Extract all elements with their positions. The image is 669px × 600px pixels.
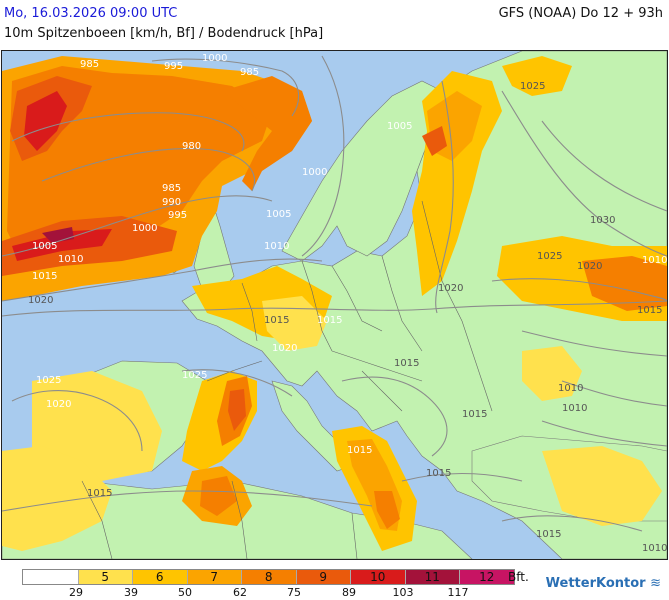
date-time-label: Mo, 16.03.2026 09:00 UTC (4, 6, 178, 21)
pressure-label: 1025 (537, 251, 562, 262)
legend-unit-label: Bft. (508, 570, 529, 584)
pressure-label: 1015 (394, 358, 419, 369)
pressure-label: 1005 (32, 241, 57, 252)
legend-cell (23, 570, 78, 584)
legend-kmh-tick: 39 (124, 586, 138, 599)
isobars (2, 55, 667, 532)
pressure-label: 1015 (264, 315, 289, 326)
wave-icon: ≋ (650, 576, 661, 591)
pressure-label: 1010 (558, 383, 583, 394)
brand-name: WetterKontor (545, 576, 646, 591)
pressure-label: 1005 (387, 121, 412, 132)
pressure-label: 1020 (272, 343, 297, 354)
pressure-label: 1020 (577, 261, 602, 272)
pressure-label: 1005 (266, 209, 291, 220)
legend-kmh-tick: 50 (178, 586, 192, 599)
pressure-label: 1015 (317, 315, 342, 326)
pressure-label: 1015 (32, 271, 57, 282)
pressure-label: 1020 (28, 295, 53, 306)
model-run-label: GFS (NOAA) Do 12 + 93h (498, 6, 663, 21)
pressure-label: 1000 (302, 167, 327, 178)
gust-field (2, 56, 667, 551)
legend-cell: 6 (132, 570, 187, 584)
legend-cell: 9 (295, 570, 350, 584)
legend-cell: 7 (186, 570, 241, 584)
pressure-labels: 985 995 1000 985 980 985 990 995 1000 10… (28, 53, 667, 554)
wetterkontor-logo[interactable]: WetterKontor ≋ (546, 576, 661, 591)
legend-kmh-tick: 62 (233, 586, 247, 599)
pressure-label: 985 (162, 183, 181, 194)
pressure-label: 1010 (642, 255, 667, 266)
legend-kmh-tick: 117 (447, 586, 469, 599)
pressure-label: 1015 (426, 468, 451, 479)
pressure-label: 1015 (347, 445, 372, 456)
legend-cell: 10 (350, 570, 405, 584)
pressure-label: 1015 (462, 409, 487, 420)
pressure-label: 1010 (642, 543, 667, 554)
pressure-label: 1010 (562, 403, 587, 414)
legend-cell: 8 (241, 570, 296, 584)
legend-kmh-tick: 29 (69, 586, 83, 599)
legend-kmh-tick: 89 (342, 586, 356, 599)
pressure-label: 980 (182, 141, 201, 152)
pressure-label: 985 (240, 67, 259, 78)
pressure-label: 995 (168, 210, 187, 221)
legend-cell: 12 (459, 570, 514, 584)
pressure-label: 1030 (590, 215, 615, 226)
pressure-label: 995 (164, 61, 183, 72)
pressure-label: 985 (80, 59, 99, 70)
legend-kmh-tick: 103 (392, 586, 414, 599)
pressure-label: 1025 (182, 370, 207, 381)
pressure-label: 1020 (46, 399, 71, 410)
pressure-label: 1015 (87, 488, 112, 499)
gust-legend: 5 6 7 8 9 10 11 12 (22, 569, 515, 585)
parameter-title: 10m Spitzenboeen [km/h, Bf] / Bodendruck… (4, 26, 324, 41)
pressure-label: 1000 (202, 53, 227, 64)
pressure-label: 1015 (536, 529, 561, 540)
pressure-label: 1025 (36, 375, 61, 386)
legend-cell: 11 (404, 570, 459, 584)
weather-map: 985 995 1000 985 980 985 990 995 1000 10… (1, 50, 668, 560)
pressure-label: 1000 (132, 223, 157, 234)
pressure-label: 1010 (58, 254, 83, 265)
pressure-label: 1010 (264, 241, 289, 252)
pressure-label: 1020 (438, 283, 463, 294)
country-borders (81, 200, 493, 559)
pressure-label: 1015 (637, 305, 662, 316)
map-canvas: 985 995 1000 985 980 985 990 995 1000 10… (2, 51, 667, 559)
pressure-label: 1025 (520, 81, 545, 92)
pressure-label: 990 (162, 197, 181, 208)
legend-kmh-tick: 75 (287, 586, 301, 599)
legend-cell: 5 (77, 570, 132, 584)
